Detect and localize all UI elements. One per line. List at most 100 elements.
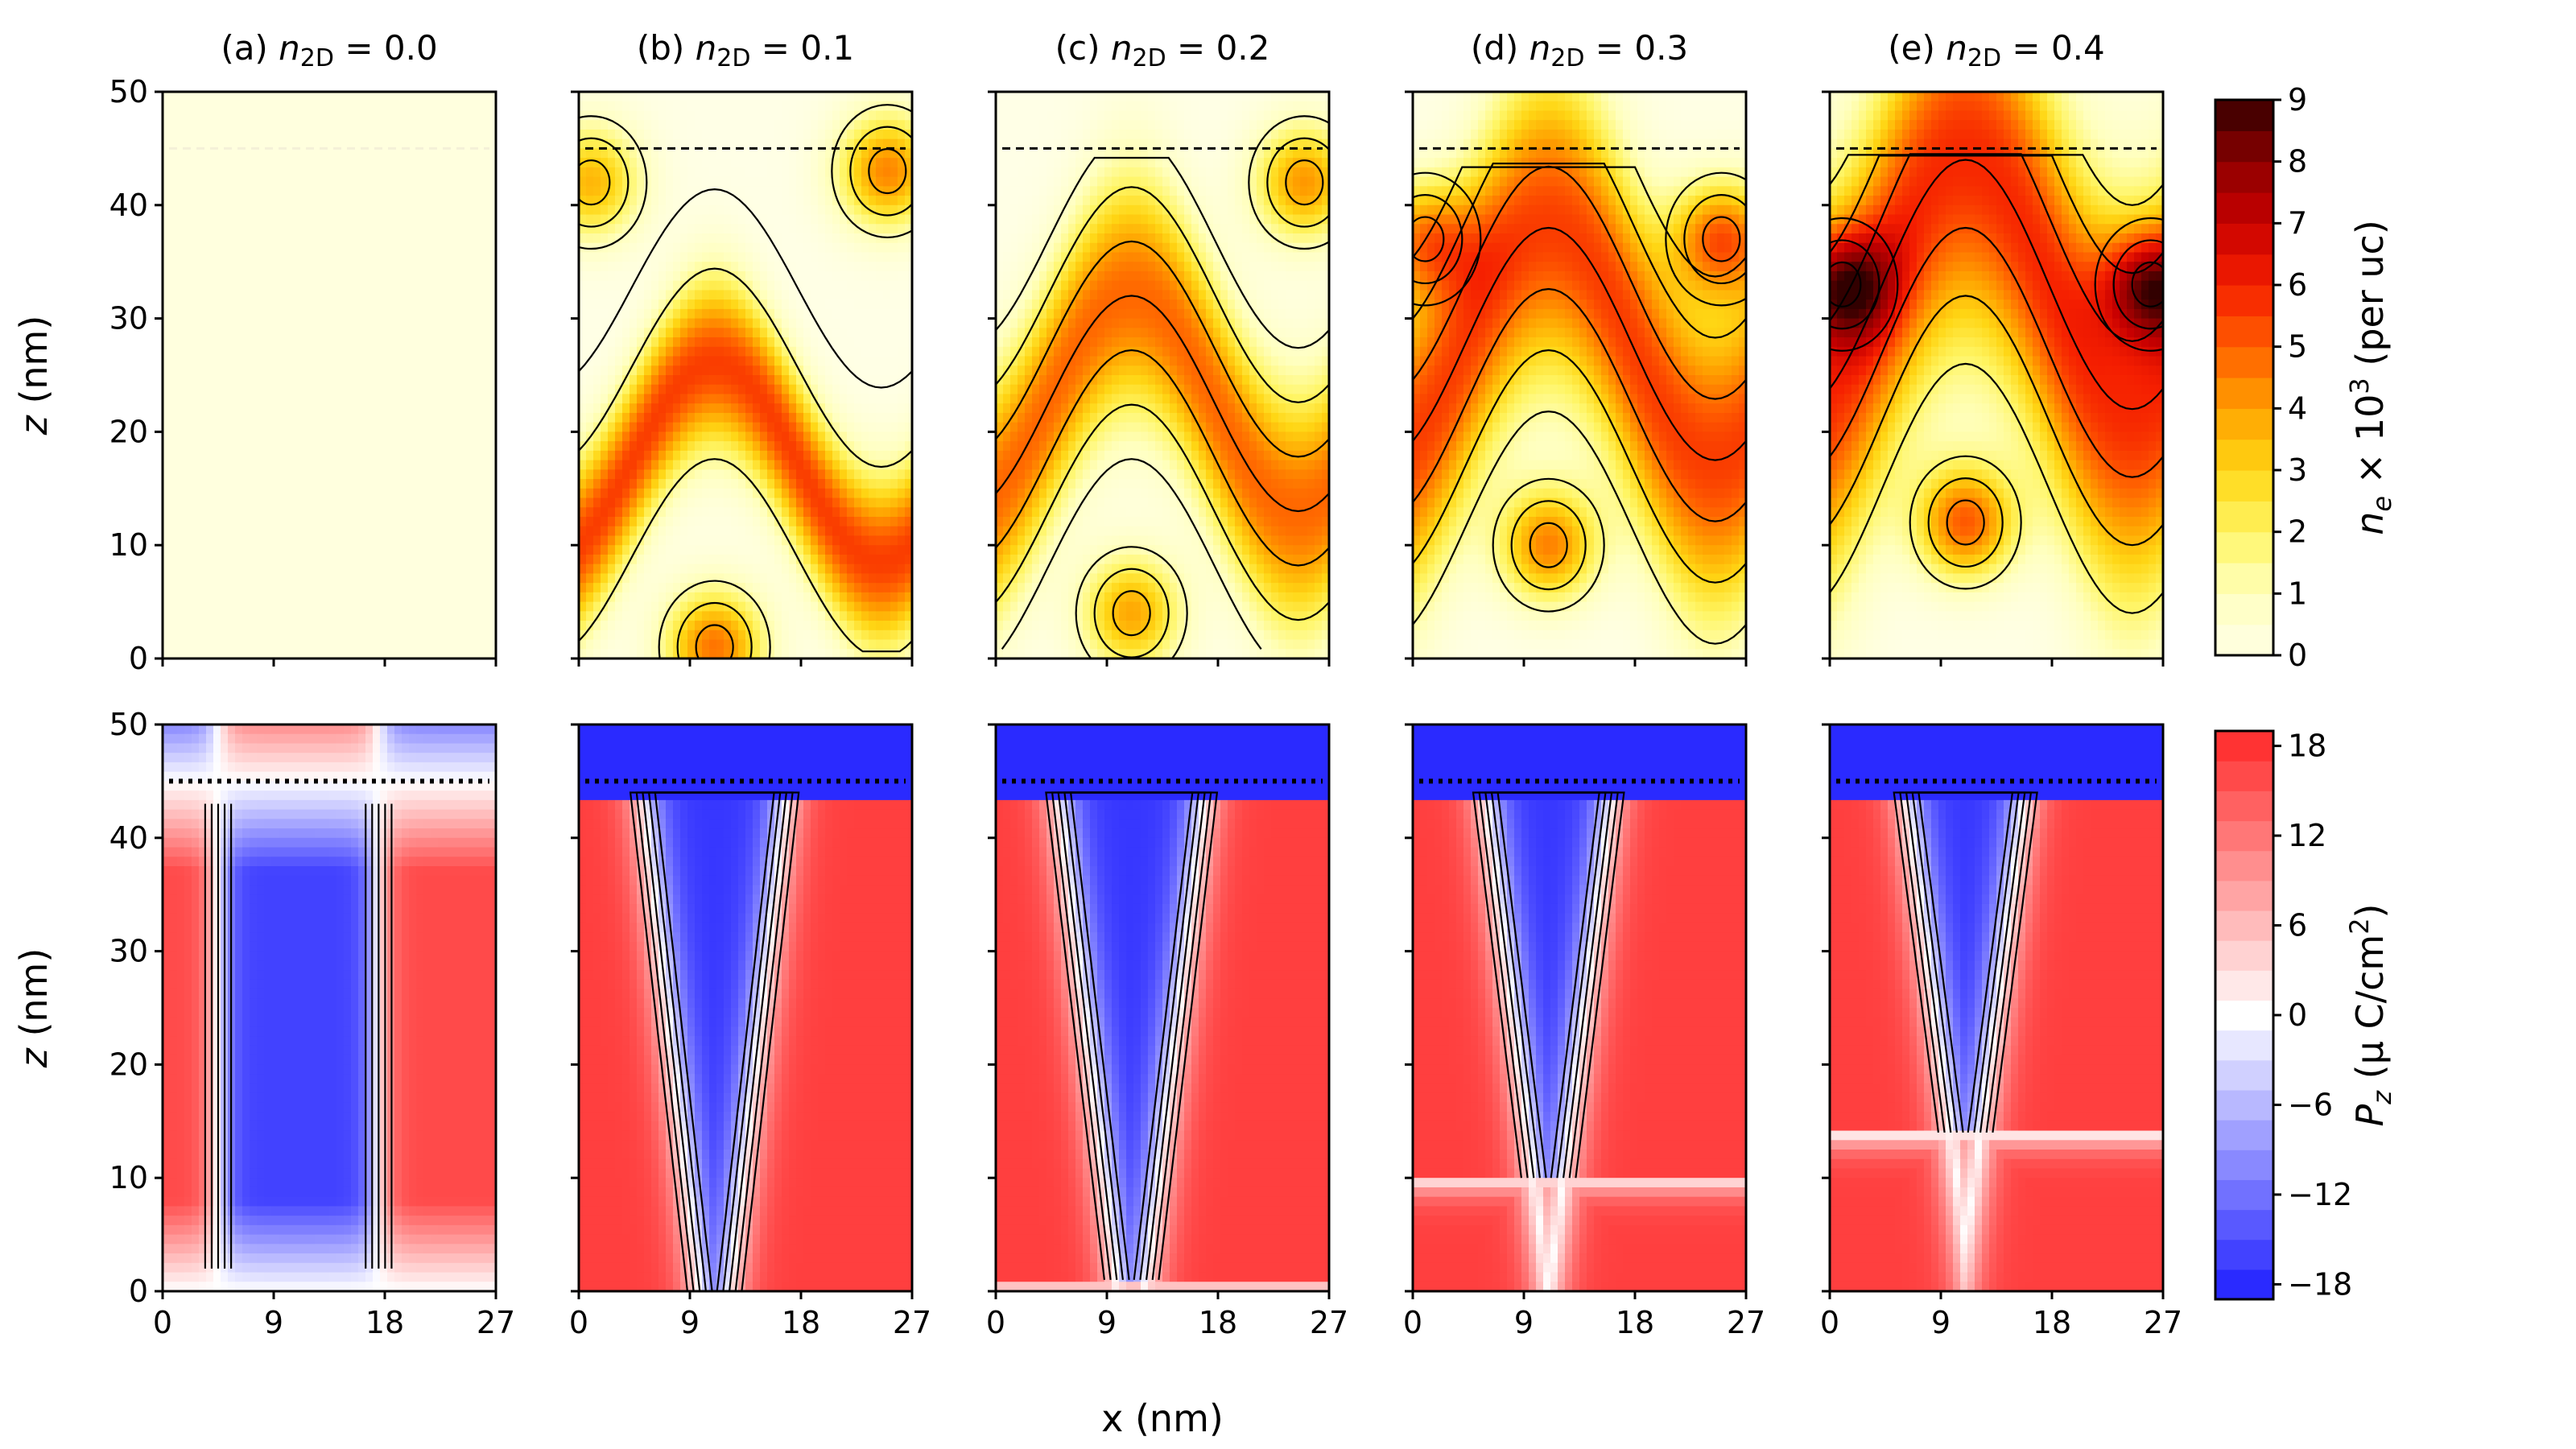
density-field-cell xyxy=(394,535,402,546)
density-field-cell xyxy=(666,290,674,300)
density-field-cell xyxy=(695,138,703,149)
density-field-cell xyxy=(402,233,410,244)
density-field-cell xyxy=(615,242,623,254)
density-field-cell xyxy=(438,583,446,593)
density-field-cell xyxy=(825,308,833,320)
density-field-cell xyxy=(192,554,200,565)
density-field-cell xyxy=(745,583,753,593)
density-field-cell xyxy=(300,412,308,423)
density-field-cell xyxy=(803,375,811,386)
density-field-cell xyxy=(474,138,482,149)
density-field-cell xyxy=(586,158,594,168)
density-field-cell xyxy=(622,252,630,262)
density-field-cell xyxy=(329,460,337,470)
density-field-cell xyxy=(206,384,214,395)
density-field-cell xyxy=(745,110,753,121)
density-field-cell xyxy=(445,280,453,291)
density-field-cell xyxy=(293,233,301,244)
density-field-cell xyxy=(402,214,410,225)
density-field-cell xyxy=(308,517,316,527)
density-field-cell xyxy=(445,441,453,452)
density-field-cell xyxy=(489,110,496,121)
density-field-cell xyxy=(452,262,460,272)
density-field-cell xyxy=(673,270,681,282)
density-field-cell xyxy=(213,138,221,149)
density-field-cell xyxy=(474,158,482,168)
density-field-cell xyxy=(293,356,301,366)
density-field-cell xyxy=(782,497,790,508)
density-field-cell xyxy=(673,280,681,291)
density-field-cell xyxy=(394,497,402,508)
density-field-cell xyxy=(593,507,601,518)
density-field-cell xyxy=(593,592,601,603)
density-field-cell xyxy=(163,422,171,432)
density-field-cell xyxy=(811,318,819,328)
density-field-cell xyxy=(184,158,192,168)
density-field-cell xyxy=(394,110,402,121)
density-field-cell xyxy=(228,554,236,565)
density-field-cell xyxy=(192,441,200,452)
density-field-cell xyxy=(373,214,381,225)
y-tick-label: 50 xyxy=(109,74,148,109)
density-field-cell xyxy=(673,412,681,423)
density-field-cell xyxy=(336,469,345,480)
density-field-cell xyxy=(731,601,739,612)
density-field-cell xyxy=(680,564,688,574)
density-field-cell xyxy=(365,120,374,130)
density-field-cell xyxy=(658,649,667,658)
density-field-cell xyxy=(622,526,630,537)
density-field-cell xyxy=(358,242,366,254)
density-field-cell xyxy=(658,535,667,546)
density-field-cell xyxy=(825,167,833,178)
density-field-cell xyxy=(308,252,316,262)
density-field-cell xyxy=(709,611,717,621)
density-field-cell xyxy=(177,318,185,328)
density-field-cell xyxy=(250,554,258,565)
density-field-cell xyxy=(651,346,659,357)
density-field-cell xyxy=(163,224,171,234)
density-field-cell xyxy=(637,488,645,499)
density-field-cell xyxy=(767,158,775,168)
density-field-cell xyxy=(257,384,265,395)
density-field-cell xyxy=(380,611,388,621)
density-field-cell xyxy=(431,639,439,650)
density-field-cell xyxy=(622,214,630,225)
density-field-cell xyxy=(235,138,243,149)
density-field-cell xyxy=(716,346,724,357)
density-field-cell xyxy=(322,233,330,244)
density-field-cell xyxy=(644,262,652,272)
density-field-cell xyxy=(673,204,681,216)
density-field-cell xyxy=(630,308,638,320)
density-field-cell xyxy=(481,346,489,357)
density-field-cell xyxy=(199,308,207,320)
density-field-cell xyxy=(336,120,345,130)
density-field-cell xyxy=(724,308,732,320)
density-field-cell xyxy=(818,450,826,461)
density-field-cell xyxy=(257,233,265,244)
density-field-cell xyxy=(489,441,496,452)
density-field-cell xyxy=(235,450,243,461)
density-field-cell xyxy=(452,517,460,527)
density-field-cell xyxy=(192,328,200,338)
density-field-cell xyxy=(811,375,819,386)
density-field-cell xyxy=(358,337,366,348)
density-field-cell xyxy=(637,384,645,395)
density-field-cell xyxy=(221,120,229,130)
density-field-cell xyxy=(184,110,192,121)
density-field-cell xyxy=(322,573,330,584)
density-field-cell xyxy=(271,592,279,603)
density-field-cell xyxy=(481,611,489,621)
density-field-cell xyxy=(416,621,424,631)
density-field-cell xyxy=(666,148,674,159)
density-field-cell xyxy=(673,573,681,584)
density-field-cell xyxy=(351,328,359,338)
density-field-cell xyxy=(738,526,746,537)
density-field-cell xyxy=(351,394,359,404)
density-field-cell xyxy=(709,479,717,489)
density-field-cell xyxy=(170,403,178,414)
density-field-cell xyxy=(344,176,352,187)
density-field-cell xyxy=(358,110,366,121)
density-field-cell xyxy=(803,290,811,300)
density-field-cell xyxy=(228,129,236,140)
density-field-cell xyxy=(840,176,848,187)
